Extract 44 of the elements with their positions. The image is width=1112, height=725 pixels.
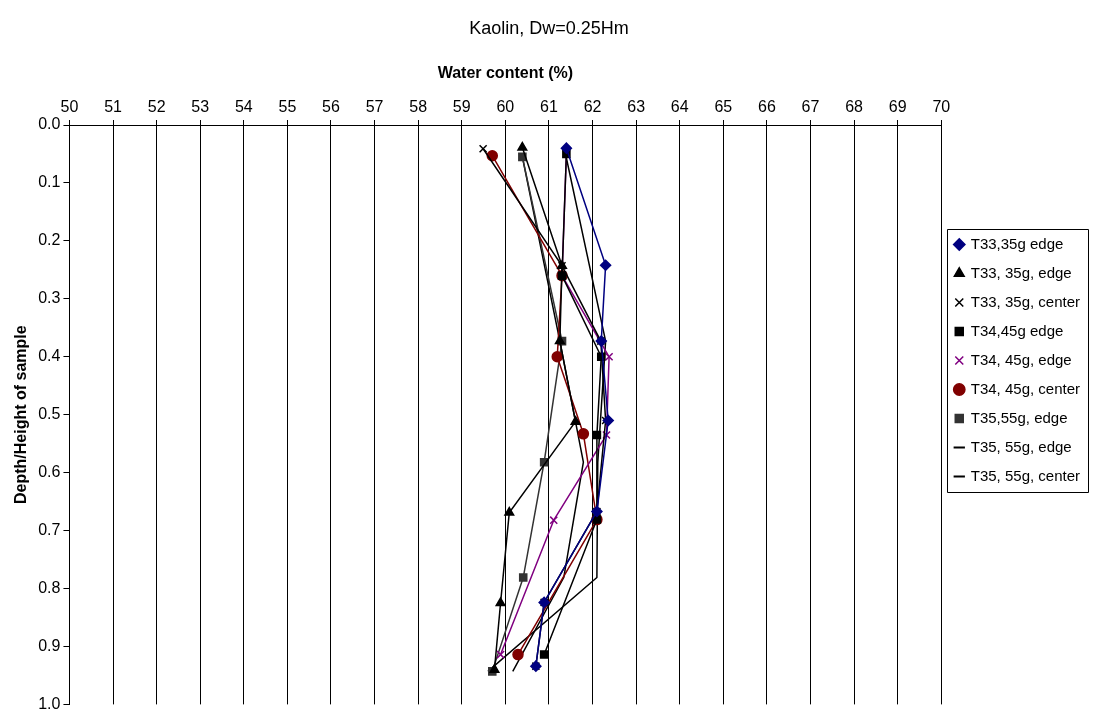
x-tick-label: 61 [540, 97, 558, 115]
x-tick-label: 55 [278, 97, 297, 115]
y-axis-title: Depth/Height of sample [12, 325, 30, 505]
x-tick-label: 54 [234, 97, 253, 115]
x-tick-label: 64 [670, 97, 689, 115]
x-tick-label: 53 [191, 97, 210, 115]
x-tick-label: 52 [147, 97, 166, 115]
legend-label: T33, 35g, edge [970, 263, 1072, 281]
y-tick-label: 0.5 [38, 405, 61, 423]
y-tick-label: 0.3 [38, 289, 61, 307]
x-tick-label: 60 [496, 97, 515, 115]
x-tick-label: 58 [409, 97, 428, 115]
legend-label: T35, 55g, edge [970, 437, 1072, 455]
x-tick-label: 70 [932, 97, 951, 115]
legend-label: T34, 45g, center [970, 379, 1080, 397]
x-tick-label: 56 [322, 97, 340, 115]
legend-label: T33, 35g, center [970, 292, 1080, 310]
x-tick-label: 59 [452, 97, 471, 115]
x-tick-label: 51 [104, 97, 123, 115]
y-tick-label: 0.4 [38, 347, 61, 365]
x-tick-label: 66 [758, 97, 776, 115]
y-tick-label: 0.8 [38, 578, 61, 596]
y-tick-label: 0.6 [38, 463, 61, 481]
legend-label: T35,55g, edge [970, 408, 1068, 426]
x-tick-label: 57 [365, 97, 384, 115]
legend-label: T35, 55g, center [970, 466, 1080, 484]
x-tick-label: 68 [845, 97, 864, 115]
legend-label: T33,35g edge [970, 234, 1064, 252]
y-tick-label: 0.2 [38, 231, 61, 249]
legend-label: T34, 45g, edge [970, 350, 1072, 368]
x-tick-label: 65 [714, 97, 733, 115]
y-tick-label: 0.0 [38, 115, 61, 133]
legend-label: T34,45g edge [970, 321, 1064, 339]
x-tick-label: 67 [801, 97, 820, 115]
chart-title: Kaolin, Dw=0.25Hm [469, 17, 629, 38]
x-axis-title: Water content (%) [437, 63, 574, 81]
y-tick-label: 0.1 [38, 173, 61, 191]
x-tick-label: 50 [60, 97, 79, 115]
x-tick-label: 69 [888, 97, 907, 115]
y-tick-label: 0.7 [38, 520, 61, 538]
x-tick-label: 63 [627, 97, 646, 115]
x-tick-label: 62 [583, 97, 602, 115]
y-tick-label: 1.0 [38, 694, 61, 712]
y-tick-label: 0.9 [38, 636, 61, 654]
